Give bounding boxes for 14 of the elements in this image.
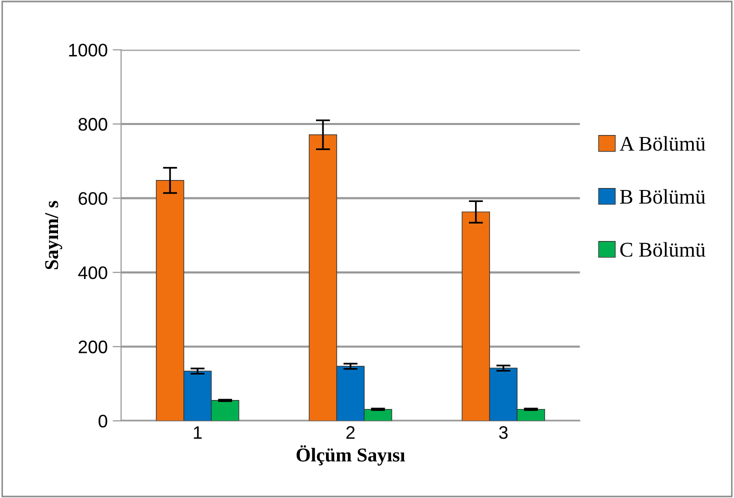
y-tick-label: 600 [78,192,108,205]
y-tick-label: 0 [98,414,108,428]
legend-label: A Bölümü [620,136,706,151]
y-axis-title: Sayım/ s [45,200,62,270]
legend-label: C Bölümü [620,242,706,257]
y-tick-label: 200 [78,340,108,354]
x-tick-label: 1 [194,426,202,439]
x-axis-title: Ölçüm Sayısı [296,445,406,466]
y-tick-label: 800 [78,118,108,131]
legend-label: B Bölümü [620,189,706,204]
x-tick-label: 2 [346,426,355,439]
y-tick-label: 1000 [69,44,108,57]
y-tick-label: 400 [78,266,108,280]
x-tick-label: 3 [499,426,508,439]
